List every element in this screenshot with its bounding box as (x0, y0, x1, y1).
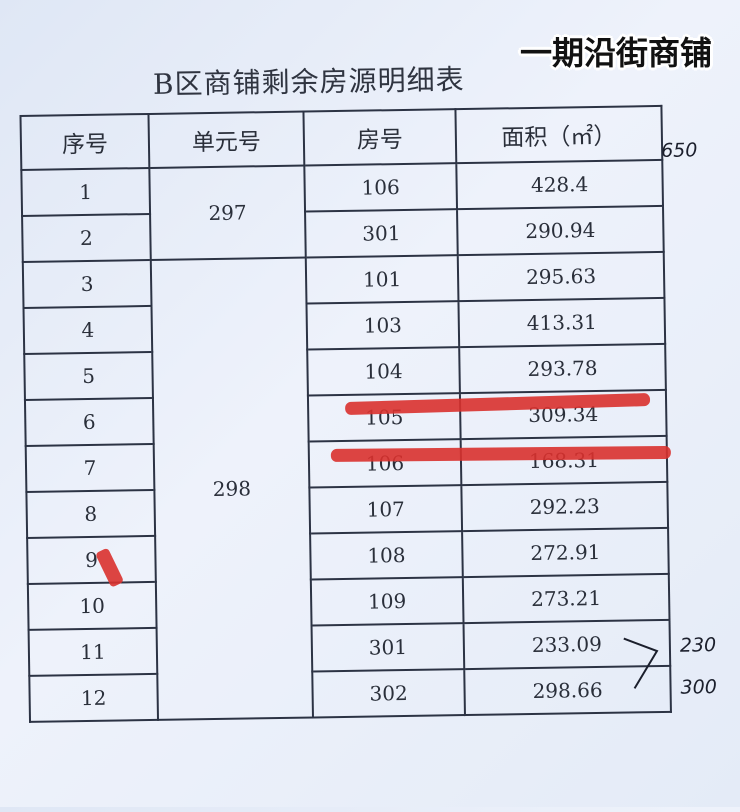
overlay-caption: 一期沿街商铺 (520, 34, 713, 72)
